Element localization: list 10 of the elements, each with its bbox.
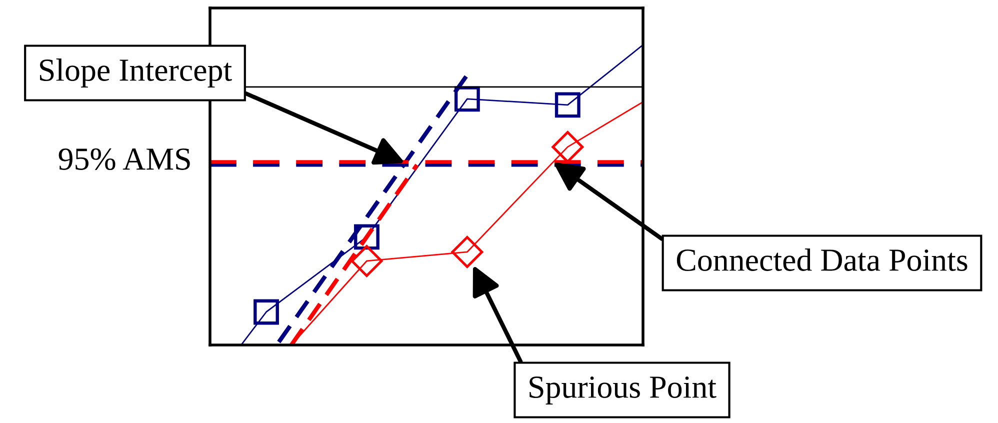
point <box>454 86 480 112</box>
text: Connected Data Points <box>676 248 968 271</box>
annotation: Slope Intercept <box>40 58 232 88</box>
point <box>554 92 580 118</box>
point <box>254 299 279 325</box>
point <box>350 244 383 277</box>
point <box>451 236 484 268</box>
point <box>354 224 380 250</box>
text: Spurious Point <box>530 376 716 404</box>
ref-line-label: 95% AMS <box>58 148 190 170</box>
